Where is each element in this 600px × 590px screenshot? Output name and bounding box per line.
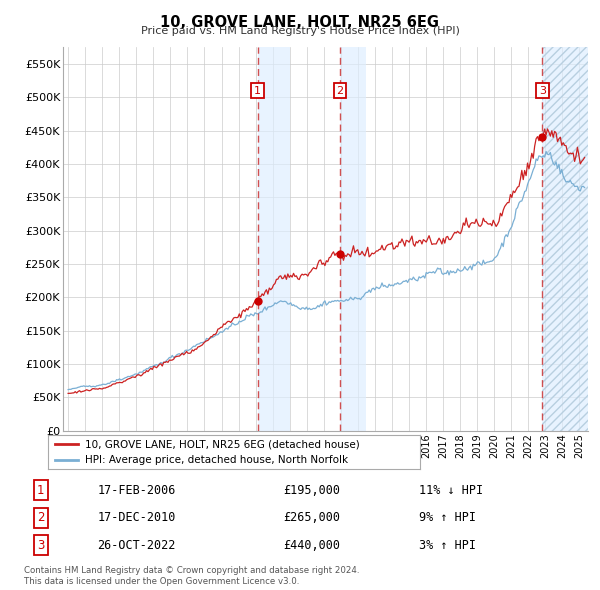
- Bar: [257, 47, 290, 431]
- Text: Contains HM Land Registry data © Crown copyright and database right 2024.
This d: Contains HM Land Registry data © Crown c…: [24, 566, 359, 586]
- Text: 3% ↑ HPI: 3% ↑ HPI: [419, 539, 476, 552]
- Bar: [542, 47, 588, 431]
- Text: 26-OCT-2022: 26-OCT-2022: [97, 539, 176, 552]
- Text: 9% ↑ HPI: 9% ↑ HPI: [419, 511, 476, 525]
- Text: 10, GROVE LANE, HOLT, NR25 6EG: 10, GROVE LANE, HOLT, NR25 6EG: [161, 15, 439, 30]
- Text: 17-FEB-2006: 17-FEB-2006: [97, 484, 176, 497]
- Text: 2: 2: [37, 511, 44, 525]
- Text: £265,000: £265,000: [283, 511, 340, 525]
- Text: Price paid vs. HM Land Registry's House Price Index (HPI): Price paid vs. HM Land Registry's House …: [140, 26, 460, 36]
- Bar: [340, 47, 367, 431]
- Text: £195,000: £195,000: [283, 484, 340, 497]
- Text: 10, GROVE LANE, HOLT, NR25 6EG (detached house): 10, GROVE LANE, HOLT, NR25 6EG (detached…: [85, 439, 360, 449]
- Text: 3: 3: [37, 539, 44, 552]
- Bar: [542, 47, 588, 431]
- Text: 2: 2: [337, 86, 344, 96]
- Text: £440,000: £440,000: [283, 539, 340, 552]
- Text: 17-DEC-2010: 17-DEC-2010: [97, 511, 176, 525]
- Text: HPI: Average price, detached house, North Norfolk: HPI: Average price, detached house, Nort…: [85, 455, 349, 465]
- Text: 3: 3: [539, 86, 546, 96]
- Text: 11% ↓ HPI: 11% ↓ HPI: [419, 484, 483, 497]
- Text: 1: 1: [37, 484, 44, 497]
- Text: 1: 1: [254, 86, 261, 96]
